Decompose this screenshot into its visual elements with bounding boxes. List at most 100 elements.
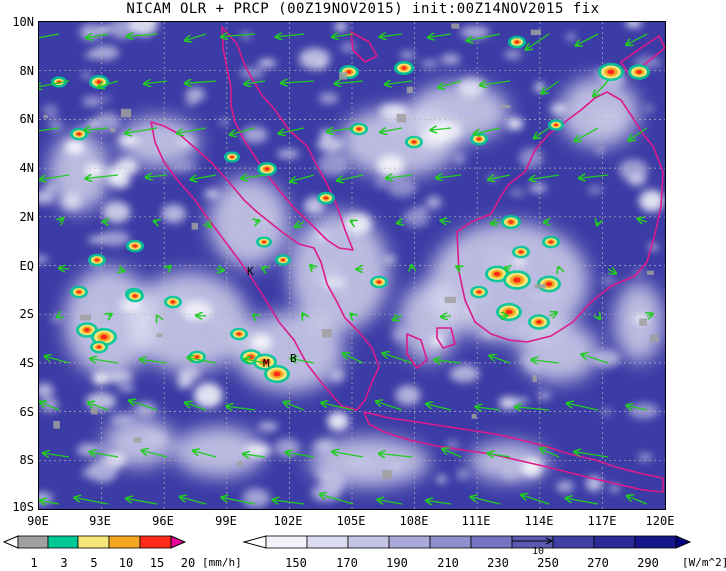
wind-vector xyxy=(144,81,168,84)
wind-vector xyxy=(108,314,111,316)
precip-cell xyxy=(230,327,248,341)
wind-vector xyxy=(558,267,559,269)
wind-vector xyxy=(426,501,452,504)
precip-colorbar-label: 5 xyxy=(90,556,98,570)
lon-label: 96E xyxy=(152,514,174,528)
wind-vector xyxy=(90,359,119,364)
precip-cell xyxy=(370,275,388,289)
wind-vector xyxy=(542,80,560,93)
olr-colorbar-label: 230 xyxy=(487,556,509,570)
wind-vector xyxy=(376,401,403,411)
wind-vector xyxy=(385,81,413,84)
wind-vector xyxy=(86,34,109,38)
precip-light xyxy=(110,127,116,133)
lat-label: 2N xyxy=(19,210,34,224)
marker-k: K xyxy=(247,265,254,278)
wind-vector xyxy=(393,316,403,320)
wind-vector xyxy=(279,127,305,133)
precip-light xyxy=(396,113,407,123)
precip-light xyxy=(530,29,541,36)
precip-colorbar-label: 3 xyxy=(60,556,68,570)
wind-vector xyxy=(351,221,353,222)
wind-vector xyxy=(386,175,413,178)
wind-vector xyxy=(474,127,501,134)
wind-vector xyxy=(540,449,560,458)
lat-label: 4N xyxy=(19,161,34,175)
wind-vector xyxy=(515,407,550,410)
wind-vector xyxy=(167,266,171,269)
wind-vector xyxy=(188,358,217,364)
precip-light xyxy=(532,375,537,382)
wind-vector xyxy=(480,80,511,85)
wind-vector xyxy=(127,34,158,36)
wind-vector xyxy=(98,80,119,87)
wind-vector xyxy=(276,34,305,37)
wind-vector xyxy=(40,402,60,411)
olr-colorbar-end xyxy=(675,535,692,549)
lon-label: 117E xyxy=(587,514,617,528)
precip-colorbar-unit: [mm/h] xyxy=(202,556,242,569)
wind-vector xyxy=(582,354,609,364)
wind-vector xyxy=(488,453,511,457)
precip-cell xyxy=(508,35,526,49)
precip-light xyxy=(406,86,413,94)
precip-cell xyxy=(528,314,550,330)
precip-cell xyxy=(501,215,521,229)
precip-colorbar-swatch xyxy=(17,535,49,549)
wind-vector xyxy=(380,128,403,132)
lat-label: 6S xyxy=(19,405,34,419)
wind-vector xyxy=(638,219,648,222)
wind-vector xyxy=(332,34,354,37)
olr-colorbar-swatch xyxy=(347,535,390,549)
wind-vector xyxy=(526,33,550,50)
wind-vector xyxy=(191,174,217,180)
wind-vector xyxy=(118,269,124,271)
wind-vector xyxy=(206,222,210,227)
precip-light xyxy=(339,71,348,80)
olr-colorbar-label: 170 xyxy=(336,556,358,570)
wind-vector xyxy=(185,81,217,83)
olr-colorbar-label: 210 xyxy=(437,556,459,570)
wind-vector xyxy=(45,356,70,364)
wind-vector xyxy=(491,222,501,224)
wind-vector xyxy=(574,452,609,458)
wind-vector xyxy=(177,127,207,133)
wind-vector xyxy=(86,175,119,179)
wind-vector xyxy=(343,354,364,364)
wind-vector xyxy=(579,175,609,178)
wind-vector xyxy=(88,403,109,411)
wind-vector xyxy=(253,315,255,316)
wind-vector xyxy=(530,174,560,180)
map-panel: K M B xyxy=(38,21,666,510)
wind-vector xyxy=(471,497,501,505)
lat-label: 8S xyxy=(19,453,34,467)
lat-label: 8N xyxy=(19,64,34,78)
wind-vector xyxy=(499,315,507,316)
wind-vector xyxy=(627,406,648,410)
precip-cell xyxy=(90,340,108,354)
precip-light xyxy=(382,470,393,479)
wind-vector xyxy=(142,450,168,458)
wind-vector xyxy=(40,174,70,180)
precip-colorbar-start xyxy=(2,535,19,549)
wind-vector xyxy=(488,175,511,179)
wind-vector xyxy=(185,403,207,411)
wind-vector xyxy=(245,81,266,84)
precip-colorbar-swatch xyxy=(47,535,79,549)
olr-colorbar-label: 290 xyxy=(637,556,659,570)
wind-vector xyxy=(75,498,109,505)
wind-vector xyxy=(378,500,403,505)
lat-label: 10S xyxy=(12,500,34,514)
wind-vector xyxy=(436,175,462,178)
olr-colorbar-label: 150 xyxy=(285,556,307,570)
precip-cell xyxy=(188,350,206,364)
olr-colorbar-label: 270 xyxy=(587,556,609,570)
precip-light xyxy=(90,407,98,415)
wind-vector xyxy=(262,268,265,269)
precip-colorbar-swatch xyxy=(77,535,110,549)
wind-vector xyxy=(243,454,266,457)
wind-vector xyxy=(273,500,305,505)
precip-light xyxy=(237,461,243,467)
wind-vector xyxy=(196,315,207,316)
wind-vector xyxy=(126,498,158,505)
